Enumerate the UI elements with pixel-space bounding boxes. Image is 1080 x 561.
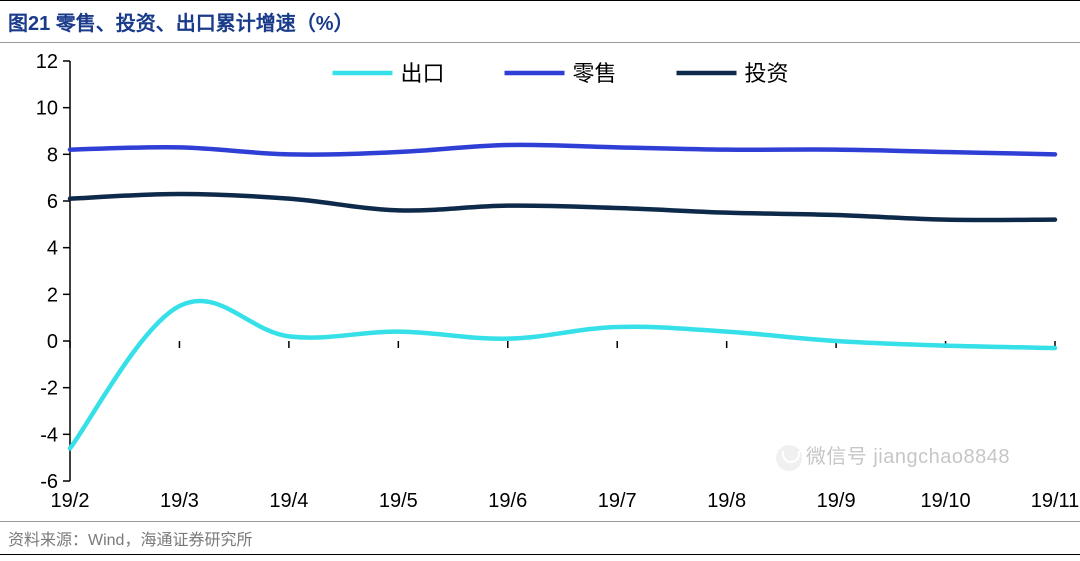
title-bar: 图21 零售、投资、出口累计增速（%） — [0, 0, 1080, 43]
footer-bar: 资料来源：Wind，海通证券研究所 — [0, 521, 1080, 555]
svg-text:19/9: 19/9 — [817, 490, 856, 512]
svg-text:19/10: 19/10 — [921, 490, 971, 512]
svg-text:19/4: 19/4 — [269, 490, 308, 512]
source-label: 资料来源：Wind，海通证券研究所 — [8, 532, 252, 549]
svg-text:19/11: 19/11 — [1031, 490, 1080, 512]
chart-title: 图21 零售、投资、出口累计增速（%） — [8, 13, 354, 35]
line-chart: -6-4-202468101219/219/319/419/519/619/71… — [0, 43, 1080, 521]
svg-text:8: 8 — [47, 144, 58, 166]
svg-text:19/2: 19/2 — [51, 490, 90, 512]
svg-text:19/7: 19/7 — [598, 490, 637, 512]
svg-text:12: 12 — [36, 51, 58, 73]
svg-text:19/3: 19/3 — [160, 490, 199, 512]
svg-text:10: 10 — [36, 98, 58, 120]
figure-container: 图21 零售、投资、出口累计增速（%） -6-4-202468101219/21… — [0, 0, 1080, 561]
svg-text:19/8: 19/8 — [707, 490, 746, 512]
svg-text:19/6: 19/6 — [488, 490, 527, 512]
svg-text:出口: 出口 — [401, 61, 445, 86]
svg-text:-4: -4 — [40, 424, 58, 446]
svg-text:2: 2 — [47, 284, 58, 306]
svg-text:4: 4 — [47, 238, 58, 260]
svg-text:19/5: 19/5 — [379, 490, 418, 512]
svg-text:0: 0 — [47, 331, 58, 353]
svg-text:投资: 投资 — [745, 61, 789, 86]
svg-text:-2: -2 — [40, 378, 58, 400]
svg-text:零售: 零售 — [573, 61, 617, 86]
chart-area: -6-4-202468101219/219/319/419/519/619/71… — [0, 43, 1080, 521]
svg-text:6: 6 — [47, 191, 58, 213]
